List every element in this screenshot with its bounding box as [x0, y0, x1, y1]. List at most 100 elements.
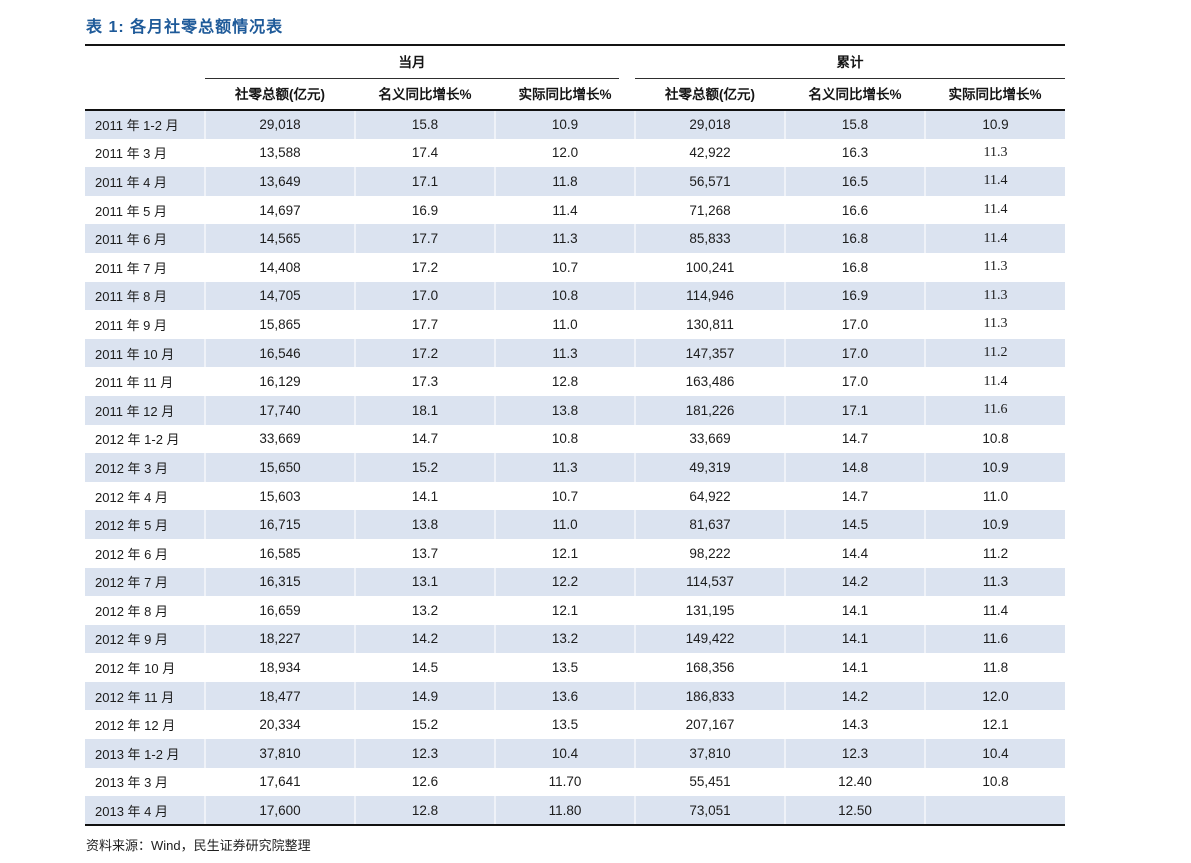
cell: 17.1 — [784, 395, 926, 425]
cell — [924, 796, 1066, 826]
cell: 11.3 — [924, 281, 1066, 311]
table-row: 2012 年 3 月 15,650 15.2 11.3 49,319 14.8 10.9 — [85, 453, 1066, 482]
row-label: 2012 年 9 月 — [95, 632, 168, 648]
cell: 11.3 — [924, 138, 1066, 168]
cell: 16.3 — [784, 138, 926, 168]
cell: 11.6 — [924, 395, 1066, 425]
cell: 11.70 — [493, 767, 636, 797]
cell: 11.8 — [924, 653, 1066, 682]
table-row: 2011 年 7 月 14,408 17.2 10.7 100,241 16.8 11.3 — [85, 252, 1066, 282]
table-row: 2012 年 6 月 16,585 13.7 12.1 98,222 14.4 11.2 — [85, 538, 1066, 568]
cell: 12.0 — [924, 681, 1066, 711]
cell: 12.6 — [354, 767, 495, 797]
cell: 14.1 — [784, 653, 926, 682]
title-divider — [85, 44, 1065, 46]
table-row: 2011 年 1-2 月 29,018 15.8 10.9 29,018 15.8 10.9 — [85, 110, 1066, 139]
cell: 14.2 — [354, 624, 495, 654]
cell: 11.2 — [924, 538, 1066, 568]
cell: 11.2 — [924, 338, 1066, 368]
cell: 42,922 — [634, 138, 786, 168]
cell: 149,422 — [634, 624, 786, 654]
cell: 14.2 — [784, 567, 926, 597]
table-row: 2013 年 1-2 月 37,810 12.3 10.4 37,810 12.3 10.4 — [85, 739, 1066, 768]
cell: 13.8 — [493, 395, 636, 425]
cell: 15,865 — [204, 310, 355, 339]
row-label: 2012 年 5 月 — [95, 518, 168, 534]
cell: 13.6 — [493, 681, 636, 711]
cell: 15,603 — [204, 481, 355, 511]
cell: 13,588 — [204, 138, 355, 168]
row-label: 2011 年 5 月 — [95, 203, 168, 219]
cell: 11.4 — [924, 224, 1066, 253]
row-label: 2012 年 4 月 — [95, 489, 168, 505]
cell: 17.4 — [354, 138, 495, 168]
table-row: 2011 年 11 月 16,129 17.3 12.8 163,486 17.0 11.4 — [85, 367, 1066, 396]
cell: 13,649 — [204, 167, 355, 196]
row-label: 2011 年 6 月 — [95, 232, 168, 248]
cell: 11.8 — [493, 167, 636, 196]
cell: 11.3 — [493, 224, 636, 253]
cell: 98,222 — [634, 538, 786, 568]
table-row: 2012 年 4 月 15,603 14.1 10.7 64,922 14.7 11.0 — [85, 481, 1066, 511]
cell: 33,669 — [634, 424, 786, 454]
row-label: 2013 年 1-2 月 — [95, 746, 180, 762]
row-label: 2012 年 6 月 — [95, 546, 168, 562]
cell: 16.8 — [784, 224, 926, 253]
cell: 13.5 — [493, 653, 636, 682]
cell: 11.4 — [924, 167, 1066, 196]
cell: 17.7 — [354, 224, 495, 253]
row-label: 2011 年 8 月 — [95, 289, 168, 305]
row-label: 2013 年 4 月 — [85, 796, 205, 826]
cell: 14.7 — [784, 424, 926, 454]
cell: 20,334 — [204, 710, 355, 740]
row-label: 2012 年 8 月 — [95, 603, 168, 619]
cell: 17.0 — [784, 367, 926, 396]
cell: 17.3 — [354, 367, 495, 396]
cell: 16.9 — [354, 195, 495, 225]
cell: 17.2 — [354, 252, 495, 282]
cell: 55,451 — [634, 767, 786, 797]
table-row: 2011 年 3 月 13,588 17.4 12.0 42,922 16.3 11.3 — [85, 138, 1066, 168]
cell: 14.7 — [354, 424, 495, 454]
cell: 17.1 — [354, 167, 495, 196]
cell: 37,810 — [634, 739, 786, 768]
cell: 11.3 — [493, 338, 636, 368]
column-header-2: 名义同比增长% — [355, 79, 495, 111]
cell: 15.2 — [354, 453, 495, 482]
cell: 147,357 — [634, 338, 786, 368]
cell: 11.3 — [493, 453, 636, 482]
row-label: 2011 年 12 月 — [95, 403, 175, 419]
cell: 14.9 — [354, 681, 495, 711]
cell: 56,571 — [634, 167, 786, 196]
table-body: 2011 年 1-2 月 29,018 15.8 10.9 29,018 15.8 10.9… — [85, 110, 1066, 826]
table-row: 2011 年 12 月 17,740 18.1 13.8 181,226 17.1 11.6 — [85, 395, 1066, 425]
cell: 16,715 — [204, 510, 355, 539]
row-label: 2011 年 11 月 — [95, 375, 174, 391]
cell: 10.4 — [493, 739, 636, 768]
cell: 11.3 — [924, 252, 1066, 282]
row-label: 2011 年 10 月 — [95, 346, 175, 362]
column-header-3: 实际同比增长% — [495, 79, 636, 111]
cell: 12.2 — [493, 567, 636, 597]
cell: 18.1 — [354, 395, 495, 425]
cell: 33,669 — [204, 424, 355, 454]
table-row: 2012 年 10 月 18,934 14.5 13.5 168,356 14.1 11.8 — [85, 653, 1066, 682]
row-label: 2011 年 4 月 — [95, 174, 168, 190]
row-label: 2012 年 11 月 — [95, 689, 175, 705]
table-row: 2012 年 11 月 18,477 14.9 13.6 186,833 14.2 12.0 — [85, 681, 1066, 711]
cell: 12.40 — [784, 767, 926, 797]
table-row: 2011 年 5 月 14,697 16.9 11.4 71,268 16.6 11.4 — [85, 195, 1066, 225]
column-header-5: 名义同比增长% — [785, 79, 926, 111]
row-label: 2011 年 9 月 — [95, 317, 168, 333]
cell: 11.80 — [493, 796, 636, 826]
cell: 11.4 — [924, 367, 1066, 396]
cell: 12.50 — [784, 796, 926, 826]
cell: 114,946 — [634, 281, 786, 311]
cell: 14.5 — [784, 510, 926, 539]
cell: 14,705 — [204, 281, 355, 311]
cell: 10.8 — [493, 281, 636, 311]
corner-cell — [85, 46, 205, 79]
cell: 17.0 — [784, 310, 926, 339]
cell: 17.0 — [784, 338, 926, 368]
cell: 10.8 — [493, 424, 636, 454]
